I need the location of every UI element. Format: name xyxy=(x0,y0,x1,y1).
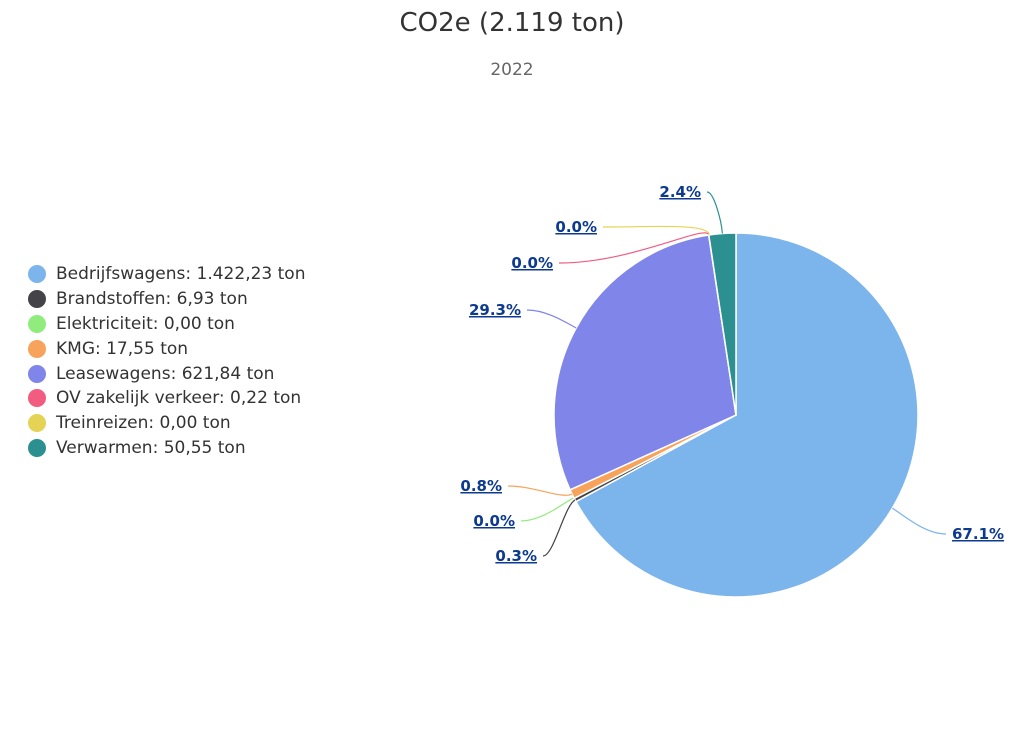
connector-line xyxy=(542,499,576,557)
data-label[interactable]: 67.1% xyxy=(952,525,1004,543)
legend-label: Treinreizen: 0,00 ton xyxy=(56,413,231,434)
legend-label: Verwarmen: 50,55 ton xyxy=(56,437,246,458)
connector-line xyxy=(507,485,573,496)
chart-legend: Bedrijfswagens: 1.422,23 ton Brandstoffen… xyxy=(28,262,305,460)
legend-label: Brandstoffen: 6,93 ton xyxy=(56,289,248,310)
legend-item-ov-zakelijk-verkeer[interactable]: OV zakelijk verkeer: 0,22 ton xyxy=(28,386,305,411)
pie-slice-leasewagens[interactable] xyxy=(553,234,737,491)
legend-label: Leasewagens: 621,84 ton xyxy=(56,363,275,384)
connector-line xyxy=(526,309,577,329)
data-label[interactable]: 29.3% xyxy=(469,301,521,319)
legend-item-leasewagens[interactable]: Leasewagens: 621,84 ton xyxy=(28,361,305,386)
connector-line xyxy=(706,191,723,234)
connector-line xyxy=(602,225,711,236)
data-label[interactable]: 0.0% xyxy=(555,218,597,236)
data-label[interactable]: 0.0% xyxy=(473,512,515,530)
legend-item-verwarmen[interactable]: Verwarmen: 50,55 ton xyxy=(28,436,305,461)
legend-symbol xyxy=(28,290,46,309)
data-label[interactable]: 0.3% xyxy=(495,547,537,565)
legend-label: OV zakelijk verkeer: 0,22 ton xyxy=(56,388,302,409)
legend-symbol xyxy=(28,314,46,333)
legend-item-bedrijfswagens[interactable]: Bedrijfswagens: 1.422,23 ton xyxy=(28,262,305,287)
chart-subtitle: 2022 xyxy=(490,60,534,80)
pie-slice-bedrijfswagens[interactable] xyxy=(575,232,919,598)
legend-symbol xyxy=(28,438,46,457)
legend-symbol xyxy=(28,389,46,408)
legend-item-brandstoffen[interactable]: Brandstoffen: 6,93 ton xyxy=(28,287,305,312)
legend-item-elektriciteit[interactable]: Elektriciteit: 0,00 ton xyxy=(28,312,305,337)
chart-title: CO2e (2.119 ton) xyxy=(399,8,625,38)
data-label[interactable]: 2.4% xyxy=(659,183,701,201)
legend-label: Elektriciteit: 0,00 ton xyxy=(56,313,235,334)
legend-item-kmg[interactable]: KMG: 17,55 ton xyxy=(28,336,305,361)
connector-line xyxy=(520,497,575,522)
legend-label: KMG: 17,55 ton xyxy=(56,338,189,359)
legend-item-treinreizen[interactable]: Treinreizen: 0,00 ton xyxy=(28,411,305,436)
legend-label: Bedrijfswagens: 1.422,23 ton xyxy=(56,264,306,285)
data-label[interactable]: 0.8% xyxy=(460,477,502,495)
data-label[interactable]: 0.0% xyxy=(511,254,553,272)
legend-symbol xyxy=(28,265,46,284)
legend-symbol xyxy=(28,364,46,383)
connector-line xyxy=(558,232,710,264)
connector-line xyxy=(892,507,947,535)
legend-symbol xyxy=(28,414,46,433)
legend-symbol xyxy=(28,339,46,358)
